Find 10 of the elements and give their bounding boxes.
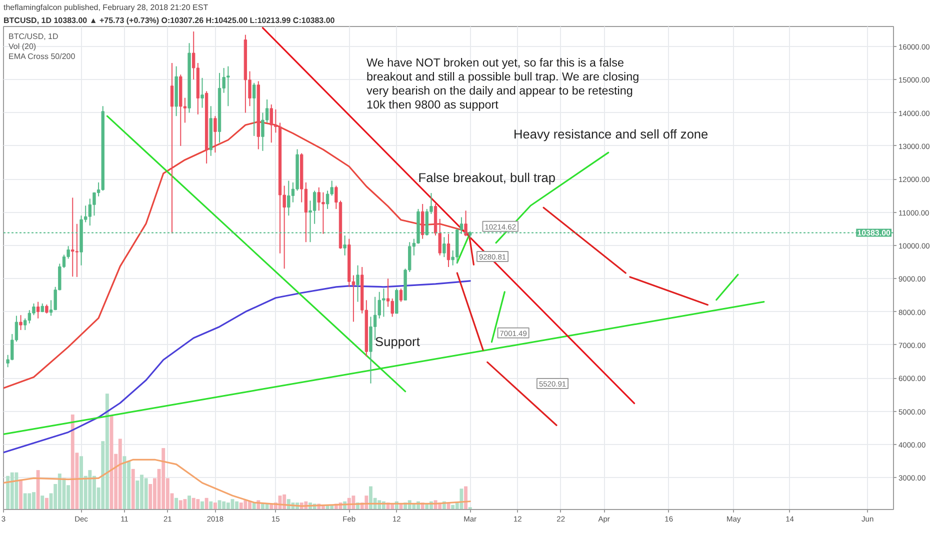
annotation: BTC/USD, 1D: [8, 32, 59, 41]
annotation: EMA Cross 50/200: [8, 52, 76, 61]
annotation: Vol (20): [8, 42, 36, 51]
annotation: Heavy resistance and sell off zone: [514, 126, 708, 142]
annotation: False breakout, bull trap: [418, 170, 556, 185]
chart-title: theflamingfalcon published, February 28, 2018 21:20 EST: [4, 3, 208, 12]
ref-line-label: 10383.00: [857, 228, 892, 238]
annotation: We have NOT broken out yet, so far this is a false breakout and still a possible bull trap. We are closing very bearish on the daily and appear to be retesting 10k then 9800 as support: [366, 56, 640, 112]
annotation: Support: [375, 334, 420, 350]
chart-subtitle: BTCUSD, 1D 10383.00 ▲ +75.73 (+0.73%) O:10307.26 H:10425.00 L:10213.99 C:10383.00: [4, 16, 336, 25]
